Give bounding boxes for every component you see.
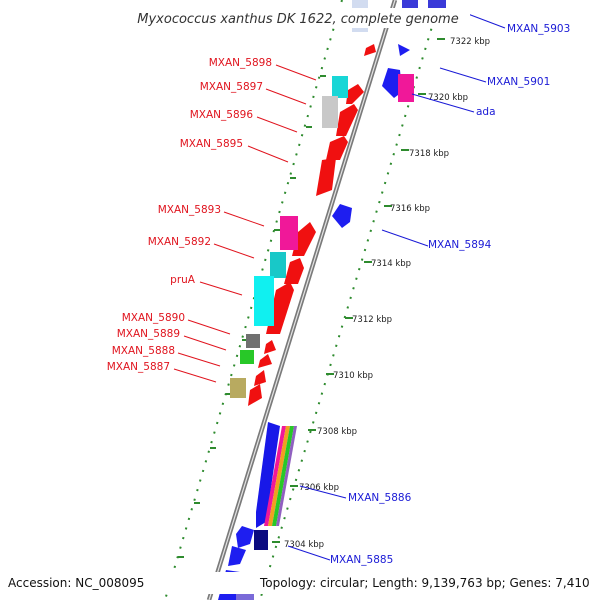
right-gene-labels: MXAN_5903 MXAN_5901 ada MXAN_5894 MXAN_5… [330,23,570,566]
gene-arrow[interactable] [264,340,276,354]
tick-label: 7310 kbp [333,371,373,381]
left-gene-labels: MXAN_5898 MXAN_5897 MXAN_5896 MXAN_5895 … [107,57,272,373]
gene-arrow[interactable] [258,354,272,368]
gene-arrow[interactable] [326,136,348,160]
gene-label[interactable]: MXAN_5887 [107,361,170,373]
gene-arrow[interactable] [256,422,280,528]
gene-block[interactable] [398,74,414,102]
gene-block[interactable] [332,76,348,98]
gene-label[interactable]: MXAN_5894 [428,239,492,251]
gene-block[interactable] [240,350,254,364]
gene-label[interactable]: MXAN_5885 [330,554,393,566]
left-gene-blocks [230,76,348,398]
gene-arrow[interactable] [346,84,364,104]
tick-label: 7314 kbp [371,259,411,269]
gene-label[interactable]: pruA [170,274,196,286]
tick-label: 7312 kbp [352,315,392,325]
gene-arrow[interactable] [382,68,402,98]
forward-strand-genes [248,10,378,406]
gene-block[interactable] [428,0,446,10]
tick-label: 7316 kbp [390,204,430,214]
gene-label[interactable]: MXAN_5888 [112,345,175,357]
genome-title: Myxococcus xanthus DK 1622, complete gen… [137,12,458,27]
gene-label[interactable]: MXAN_5903 [507,23,570,35]
left-leader-lines [173,64,317,383]
gene-block[interactable] [402,0,418,10]
backbone-strand-inner [208,0,396,600]
gene-block[interactable] [264,426,286,526]
gene-block[interactable] [270,252,286,278]
footer-background [0,572,600,594]
gene-label[interactable]: MXAN_5886 [348,492,412,504]
tick-label: 7318 kbp [409,149,449,159]
left-guide-ticks [178,75,326,558]
gene-block[interactable] [272,426,294,526]
gene-label[interactable]: MXAN_5901 [487,76,550,88]
tick-label: 7322 kbp [450,37,490,47]
gene-arrow[interactable] [284,258,304,284]
gene-arrow[interactable] [316,158,336,196]
left-guide-dots [164,0,343,600]
tick-label: 7306 kbp [299,483,339,493]
gene-arrow[interactable] [248,384,262,406]
gene-arrow[interactable] [254,370,266,386]
topology-text: Topology: circular; Length: 9,139,763 bp… [259,576,590,590]
right-guide-ticks [272,38,445,543]
gene-block[interactable] [268,426,290,526]
gene-label[interactable]: MXAN_5892 [148,236,211,248]
gene-label[interactable]: MXAN_5896 [190,109,254,121]
gene-block[interactable] [280,216,298,250]
kbp-tick-labels: 7322 kbp 7320 kbp 7318 kbp 7316 kbp 7314… [284,37,490,550]
multicolor-gene-stripe [264,426,297,526]
gene-arrow[interactable] [332,204,352,228]
gene-label[interactable]: ada [476,106,496,118]
gene-label[interactable]: MXAN_5893 [158,204,221,216]
gene-label[interactable]: MXAN_5897 [200,81,263,93]
title-background [125,8,470,28]
gene-block[interactable] [254,530,268,550]
tick-label: 7320 kbp [428,93,468,103]
gene-arrow[interactable] [364,44,376,56]
gene-label[interactable]: MXAN_5890 [122,312,185,324]
accession-text: Accession: NC_008095 [8,576,144,590]
gene-label[interactable]: MXAN_5889 [117,328,180,340]
gene-block[interactable] [322,96,338,128]
gene-block[interactable] [276,426,297,526]
gene-arrow[interactable] [228,546,246,566]
gene-block[interactable] [230,378,246,398]
tick-label: 7308 kbp [317,427,357,437]
gene-block[interactable] [246,334,260,348]
gene-label[interactable]: MXAN_5895 [180,138,243,150]
gene-label[interactable]: MXAN_5898 [209,57,272,69]
gene-block[interactable] [254,276,274,326]
gene-arrow[interactable] [236,526,254,548]
right-leader-lines [287,13,506,561]
gene-arrow[interactable] [336,104,358,136]
tick-label: 7304 kbp [284,540,324,550]
gene-arrow[interactable] [398,44,410,56]
